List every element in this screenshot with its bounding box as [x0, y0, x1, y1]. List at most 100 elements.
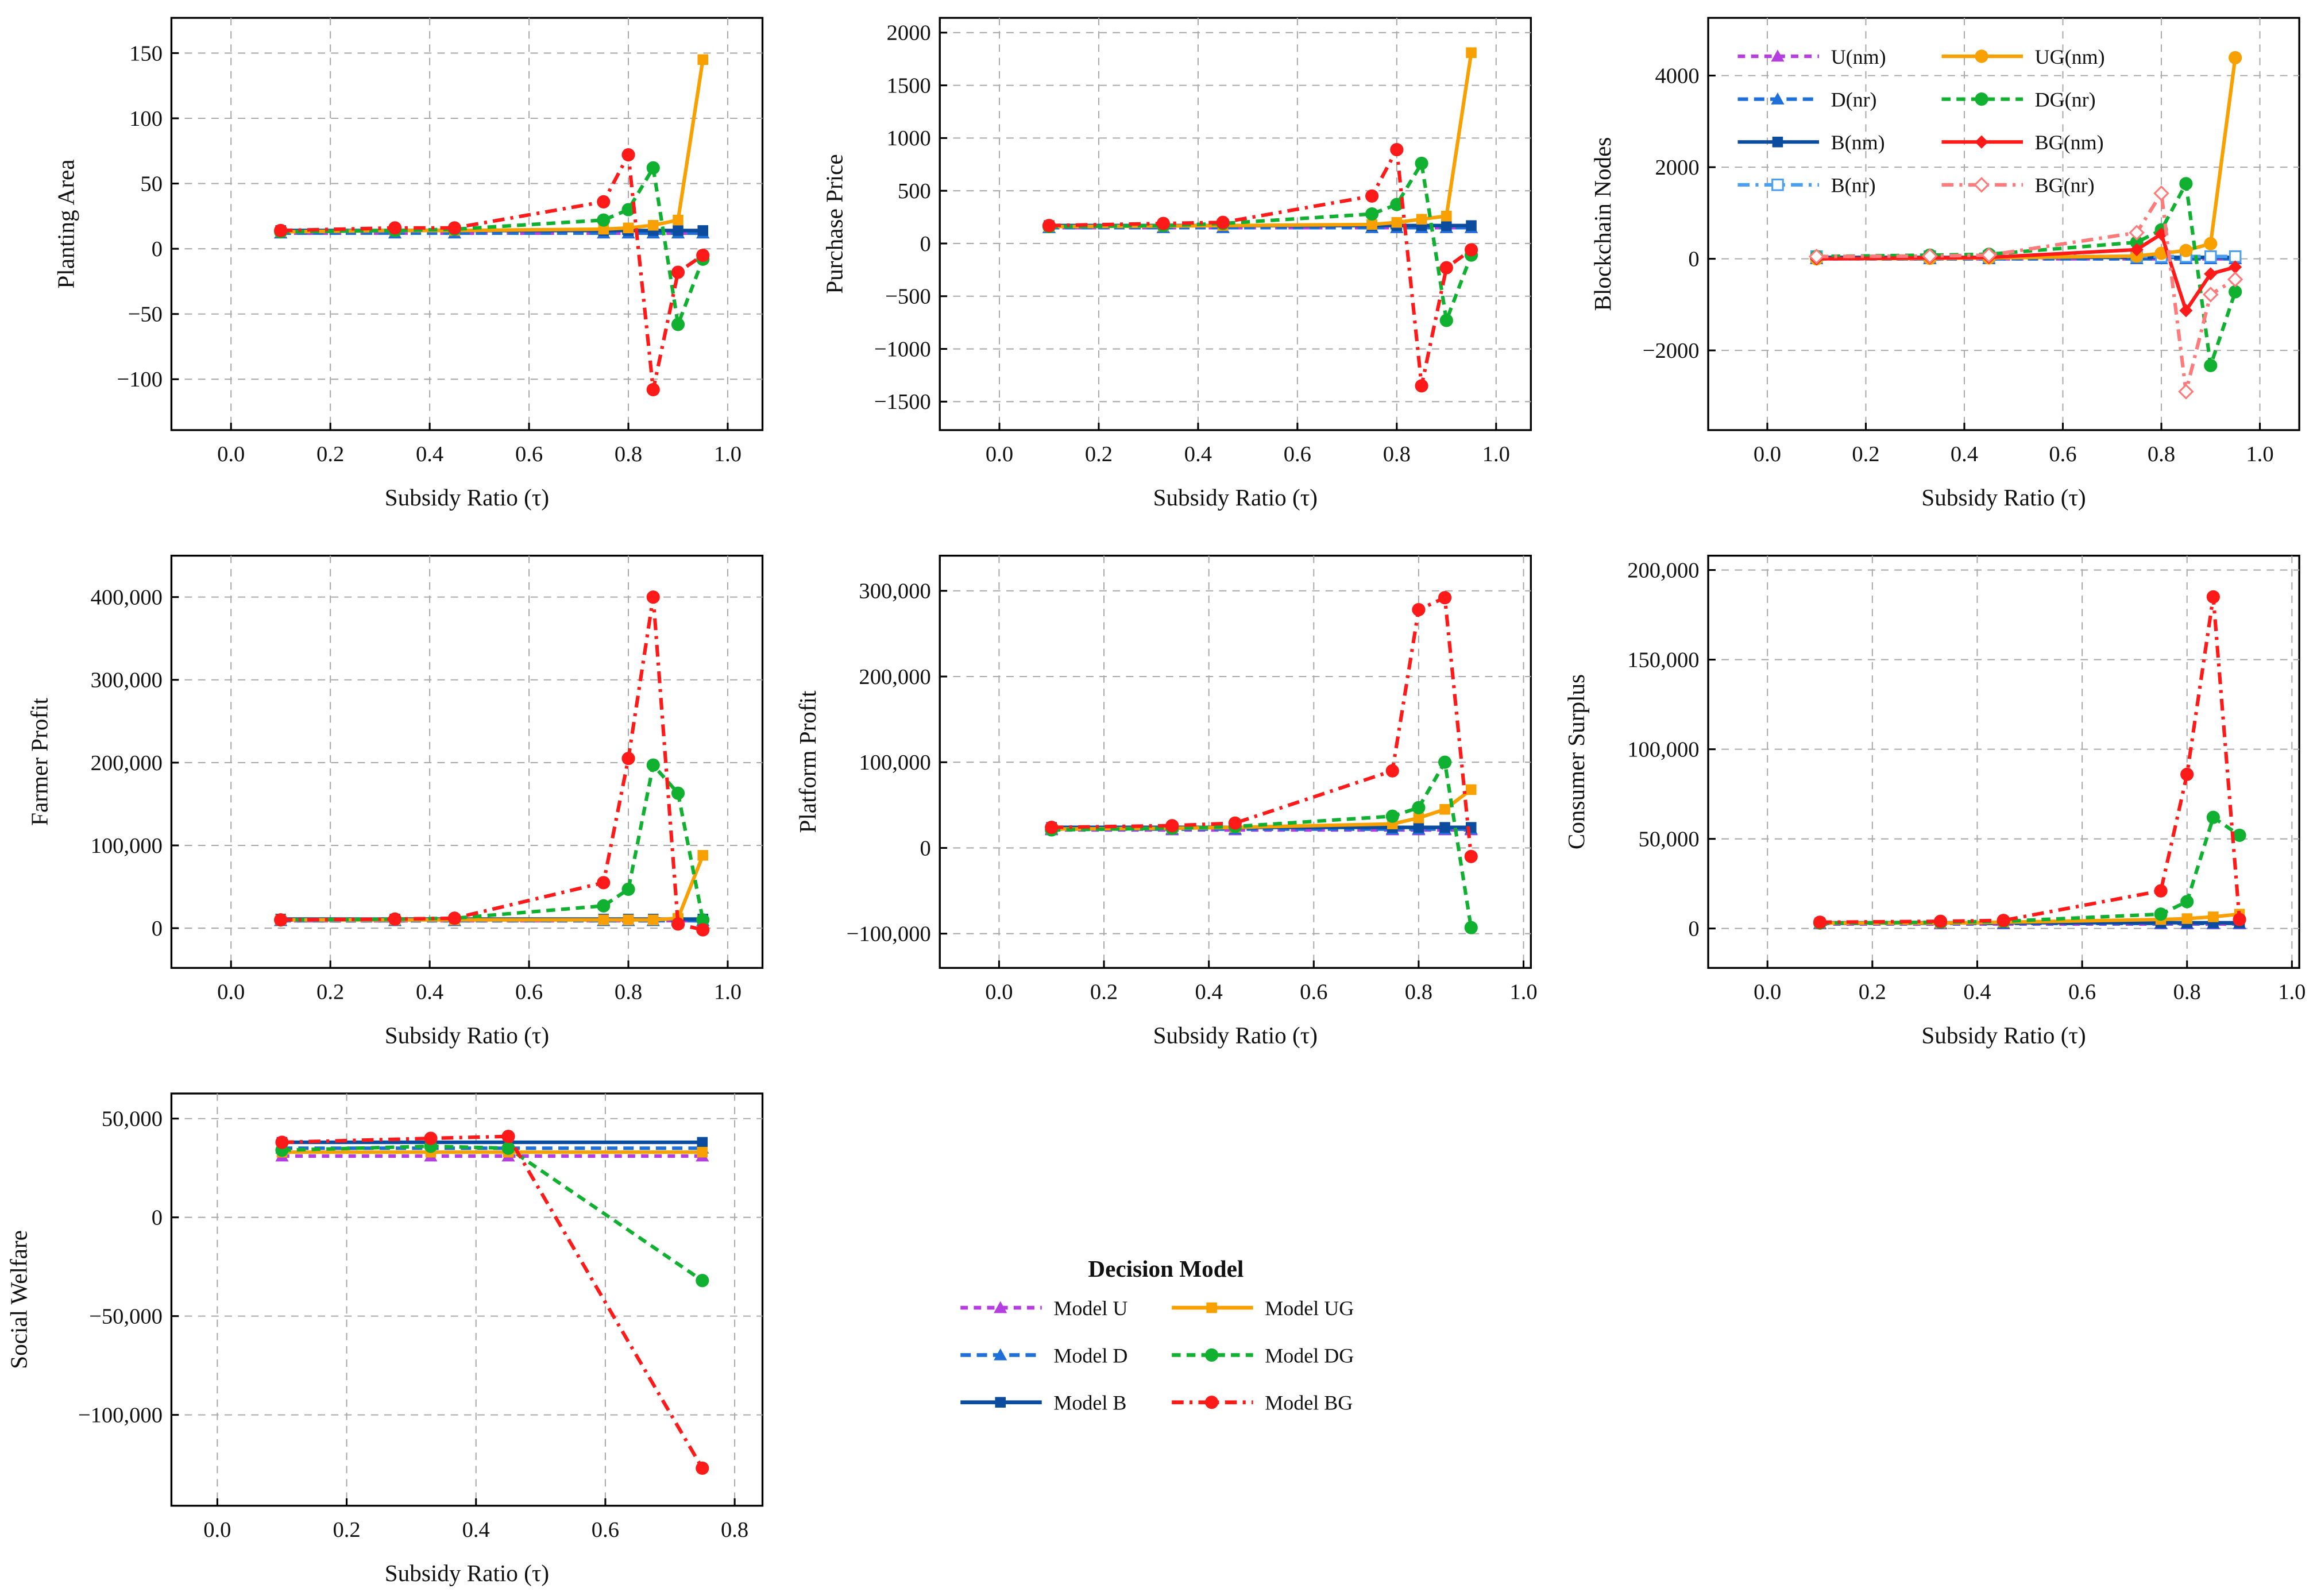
data-point-bg — [1933, 914, 1948, 928]
data-point-dg — [2206, 810, 2220, 824]
legend-marker — [1771, 49, 1785, 62]
data-point-bg — [501, 1130, 515, 1143]
chart-panel-4: 0.0 0.2 0.4 0.6 0.8 1.0 0 100,000 200,000 300,000… — [26, 554, 764, 1049]
data-point-bg — [696, 1461, 709, 1475]
data-point-dg — [2233, 828, 2246, 842]
data-point-bg — [671, 265, 685, 279]
x-tick-label: 0.6 — [1300, 980, 1327, 1004]
data-point-b — [1413, 822, 1424, 833]
y-tick-label: 50 — [140, 172, 163, 196]
data-point-bgnr — [2129, 225, 2145, 241]
data-point-ug — [623, 222, 634, 234]
x-axis-label: Subsidy Ratio (τ) — [1921, 1022, 2086, 1049]
x-tick-label: 1.0 — [2278, 980, 2306, 1004]
x-tick-label: 0.8 — [615, 442, 642, 466]
legend-marker — [1975, 49, 1988, 63]
data-point-dg — [1464, 921, 1478, 934]
series-group — [274, 54, 710, 397]
y-tick-label: 0 — [920, 836, 931, 860]
y-axis-label: Planting Area — [53, 159, 79, 288]
legend-label: DG(nr) — [2035, 88, 2096, 111]
x-tick-label: 0.6 — [515, 980, 543, 1004]
x-axis-label: Subsidy Ratio (τ) — [1921, 484, 2086, 511]
legend-marker — [1975, 92, 1988, 106]
data-point-dg — [2229, 285, 2242, 299]
chart-panel-6: 0.0 0.2 0.4 0.6 0.8 1.0 0 50,000 100,000 150,000 2… — [1563, 554, 2306, 1049]
data-point-ug — [598, 223, 609, 235]
legend-marker — [1975, 135, 1988, 149]
x-tick-label: 0.2 — [316, 980, 344, 1004]
y-tick-label: −100,000 — [78, 1403, 163, 1427]
legend-label: U(nm) — [1831, 45, 1886, 68]
data-point-ug — [1439, 804, 1450, 815]
x-tick-label: 0.2 — [316, 442, 344, 466]
data-point-bgnm — [2229, 260, 2242, 274]
legend-entry-bg: Model BG — [1172, 1392, 1353, 1415]
data-point-dg — [2154, 907, 2168, 921]
data-point-dg — [2180, 895, 2194, 909]
y-tick-label: 1500 — [887, 74, 931, 98]
series-group — [1808, 51, 2243, 400]
y-tick-label: 0 — [152, 1206, 163, 1230]
data-point-dg — [671, 318, 685, 331]
legend-marker — [995, 1397, 1006, 1408]
data-point-bg — [1165, 819, 1179, 833]
y-axis-label: Blockchain Nodes — [1589, 137, 1616, 311]
data-point-dg — [1415, 156, 1428, 171]
data-point-dg — [1390, 198, 1404, 211]
data-point-dg — [646, 161, 660, 175]
data-point-ug — [697, 850, 709, 861]
x-tick-label: 0.6 — [2068, 980, 2096, 1004]
x-tick-label: 0.0 — [986, 442, 1013, 466]
data-point-ug — [1465, 784, 1477, 795]
data-point-ug — [697, 54, 709, 65]
data-point-b — [1466, 220, 1477, 231]
legend-marker — [1206, 1302, 1217, 1313]
legend-entry-ug: Model UG — [1172, 1297, 1354, 1320]
data-point-dg — [1385, 809, 1399, 823]
legend-label: B(nr) — [1831, 174, 1876, 197]
legend-label: Model BG — [1265, 1392, 1353, 1415]
data-point-bg — [646, 590, 660, 604]
y-tick-label: 2000 — [1655, 156, 1699, 180]
data-point-bgnr — [2203, 287, 2219, 303]
data-point-dg — [671, 786, 685, 800]
legend-label: Model DG — [1265, 1344, 1354, 1367]
plot-area — [1707, 17, 2300, 431]
data-point-bg — [646, 382, 660, 397]
data-point-bg — [1439, 261, 1453, 275]
data-point-dg — [1412, 801, 1426, 814]
x-axis-label: Subsidy Ratio (τ) — [1153, 1022, 1318, 1049]
data-point-dg — [621, 203, 635, 217]
legend-marker — [1205, 1348, 1219, 1362]
x-tick-label: 0.4 — [1184, 442, 1212, 466]
legend-entry-dg: Model DG — [1172, 1344, 1354, 1367]
data-point-bg — [1415, 379, 1428, 393]
data-point-bg — [1438, 591, 1452, 605]
data-point-bgnr — [2227, 271, 2243, 288]
data-point-ugnm — [2229, 51, 2242, 65]
y-axis-label: Platform Profit — [794, 690, 821, 833]
y-axis-label: Purchase Price — [821, 154, 847, 293]
y-tick-label: −50,000 — [89, 1305, 163, 1329]
data-point-dg — [646, 758, 660, 772]
x-tick-label: 0.4 — [1963, 980, 1991, 1004]
x-axis-label: Subsidy Ratio (τ) — [385, 1560, 549, 1587]
data-point-b — [697, 225, 709, 236]
legend-label: B(nm) — [1831, 131, 1885, 154]
x-tick-label: 1.0 — [1509, 980, 1537, 1004]
x-tick-label: 0.4 — [416, 980, 443, 1004]
x-tick-label: 0.8 — [1405, 980, 1432, 1004]
x-tick-label: 0.6 — [2049, 442, 2076, 466]
data-point-ug — [673, 214, 683, 226]
legend-marker — [1771, 92, 1785, 105]
data-point-bg — [1813, 915, 1827, 929]
data-point-bg — [447, 911, 461, 925]
data-point-bg — [447, 221, 461, 235]
data-point-bgnr — [1808, 248, 1825, 265]
series-line-bgnm — [1816, 231, 2236, 315]
y-tick-label: 200,000 — [1627, 558, 1699, 582]
data-point-ugnm — [2179, 244, 2193, 257]
legend-marker — [1772, 136, 1783, 148]
y-tick-label: 2000 — [887, 21, 931, 45]
